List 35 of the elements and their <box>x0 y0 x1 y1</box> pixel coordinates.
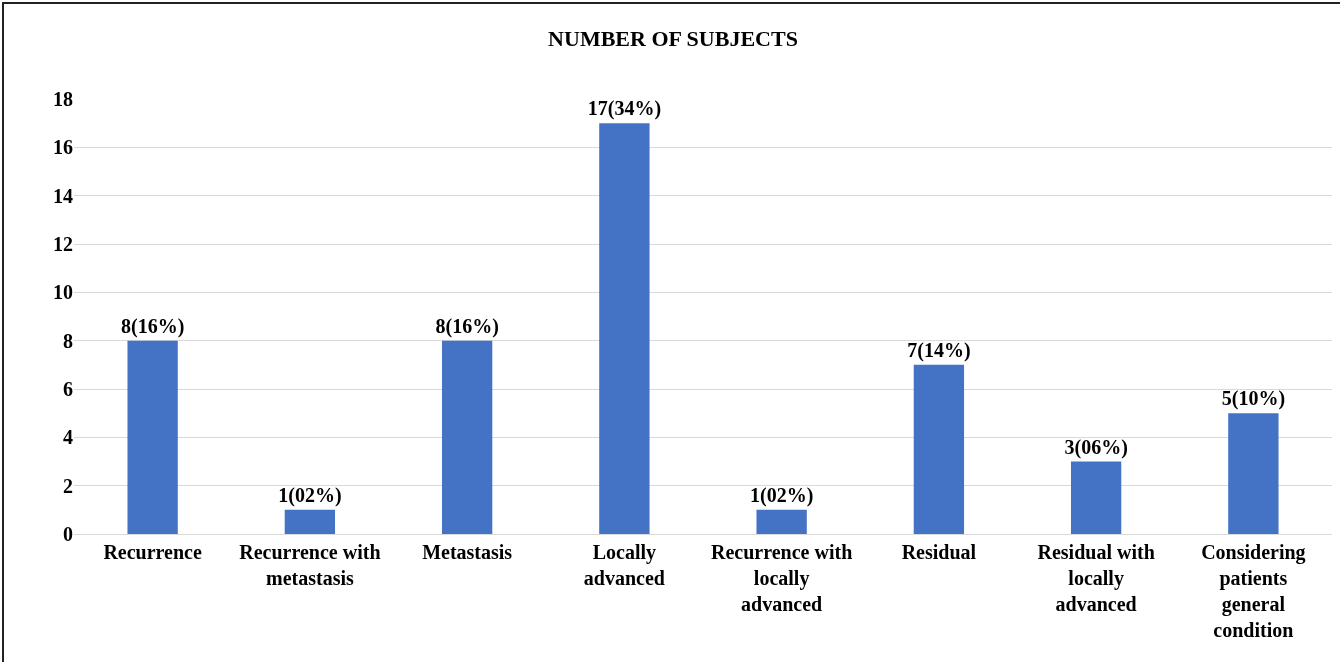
y-tick-label: 2 <box>63 474 73 497</box>
x-tick-label: Recurrence with metastasis <box>239 541 381 589</box>
bar <box>913 364 965 534</box>
y-tick-label: 16 <box>53 136 73 159</box>
y-tick-label: 14 <box>53 184 73 207</box>
data-label: 7(14%) <box>907 338 971 362</box>
y-tick-label: 8 <box>63 329 73 352</box>
y-tick-label: 4 <box>63 426 73 449</box>
bar <box>1070 461 1122 534</box>
bar <box>599 123 650 534</box>
x-tick-label: Considering patients general condition <box>1201 541 1306 641</box>
bar <box>441 340 493 534</box>
y-tick-label: 0 <box>63 523 73 545</box>
data-label: 17(34%) <box>587 97 662 121</box>
y-tick-label: 6 <box>63 378 73 400</box>
x-tick-label: Residual with locally advanced <box>1037 541 1155 615</box>
bar <box>756 509 807 534</box>
x-tick-label: Recurrence with locally advanced <box>711 541 853 615</box>
y-tick-label: 18 <box>53 88 73 110</box>
y-tick-label: 10 <box>53 281 73 304</box>
data-label: 1(02%) <box>749 483 814 507</box>
data-label: 8(16%) <box>120 314 185 338</box>
x-tick-label: Metastasis <box>422 541 513 563</box>
bar <box>1228 413 1279 534</box>
data-label: 5(10%) <box>1221 387 1286 411</box>
data-label: 8(16%) <box>435 314 499 338</box>
data-label: 1(02%) <box>278 483 342 507</box>
bar <box>127 340 178 534</box>
y-tick-label: 12 <box>53 233 73 255</box>
x-tick-label: Recurrence <box>103 541 202 563</box>
x-tick-label: Locally advanced <box>583 541 665 589</box>
data-label: 3(06%) <box>1064 435 1128 459</box>
x-tick-label: Residual <box>901 541 977 563</box>
bar <box>284 509 336 534</box>
chart-title: NUMBER OF SUBJECTS <box>548 25 798 51</box>
